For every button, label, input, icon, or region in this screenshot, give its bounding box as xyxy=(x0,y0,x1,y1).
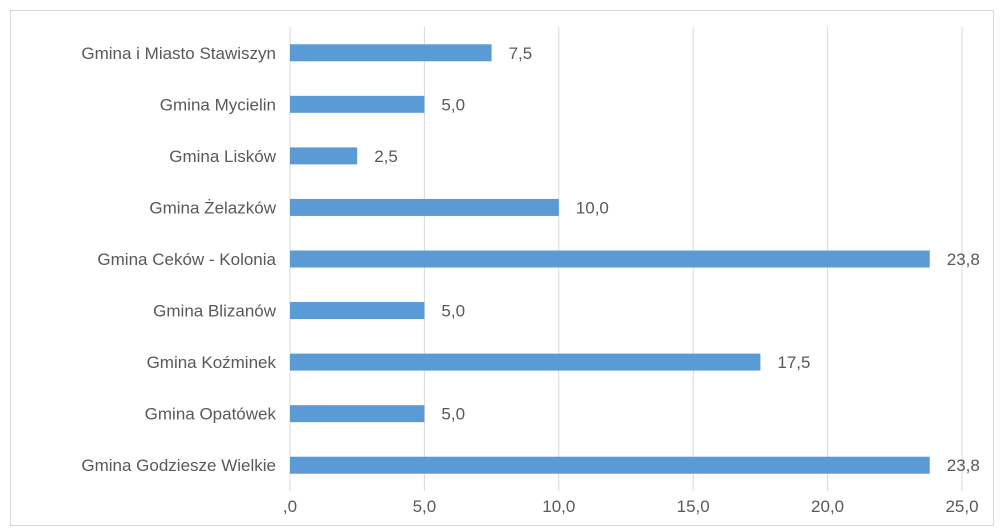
category-label: Gmina Koźminek xyxy=(147,353,277,372)
bar xyxy=(290,456,930,474)
bar xyxy=(290,353,761,371)
category-label: Gmina Ceków - Kolonia xyxy=(97,250,276,269)
data-label: 5,0 xyxy=(441,95,465,114)
x-tick-label: 10,0 xyxy=(542,497,575,516)
category-label: Gmina Godziesze Wielkie xyxy=(81,456,276,475)
data-label: 5,0 xyxy=(441,302,465,321)
bar xyxy=(290,95,425,113)
x-tick-label: ,0 xyxy=(283,497,297,516)
x-tick-label: 15,0 xyxy=(677,497,710,516)
data-label: 23,8 xyxy=(947,456,980,475)
category-label: Gmina Blizanów xyxy=(153,302,277,321)
bar xyxy=(290,250,930,268)
bar xyxy=(290,198,559,216)
x-tick-label: 5,0 xyxy=(413,497,437,516)
category-label: Gmina i Miasto Stawiszyn xyxy=(81,44,276,63)
bar xyxy=(290,405,425,423)
labels: ,0 5,0 10,0 15,0 20,0 25,0 Gmina i Miasto Staw… xyxy=(81,44,979,516)
bars xyxy=(290,44,930,474)
category-label: Gmina Opatówek xyxy=(145,405,277,424)
category-label: Gmina Mycielin xyxy=(160,95,276,114)
data-label: 2,5 xyxy=(374,147,398,166)
data-label: 10,0 xyxy=(576,198,609,217)
data-label: 17,5 xyxy=(777,353,810,372)
category-label: Gmina Lisków xyxy=(169,147,276,166)
data-label: 23,8 xyxy=(947,250,980,269)
chart-frame: ,0 5,0 10,0 15,0 20,0 25,0 Gmina i Miasto Staw… xyxy=(10,10,994,526)
data-label: 7,5 xyxy=(509,44,533,63)
x-tick-label: 20,0 xyxy=(811,497,844,516)
category-label: Gmina Żelazków xyxy=(149,198,276,217)
data-label: 5,0 xyxy=(441,405,465,424)
bar-chart: ,0 5,0 10,0 15,0 20,0 25,0 Gmina i Miasto Staw… xyxy=(81,27,980,516)
bar xyxy=(290,147,358,165)
x-tick-label: 25,0 xyxy=(945,497,978,516)
bar xyxy=(290,44,492,62)
bar xyxy=(290,302,425,320)
